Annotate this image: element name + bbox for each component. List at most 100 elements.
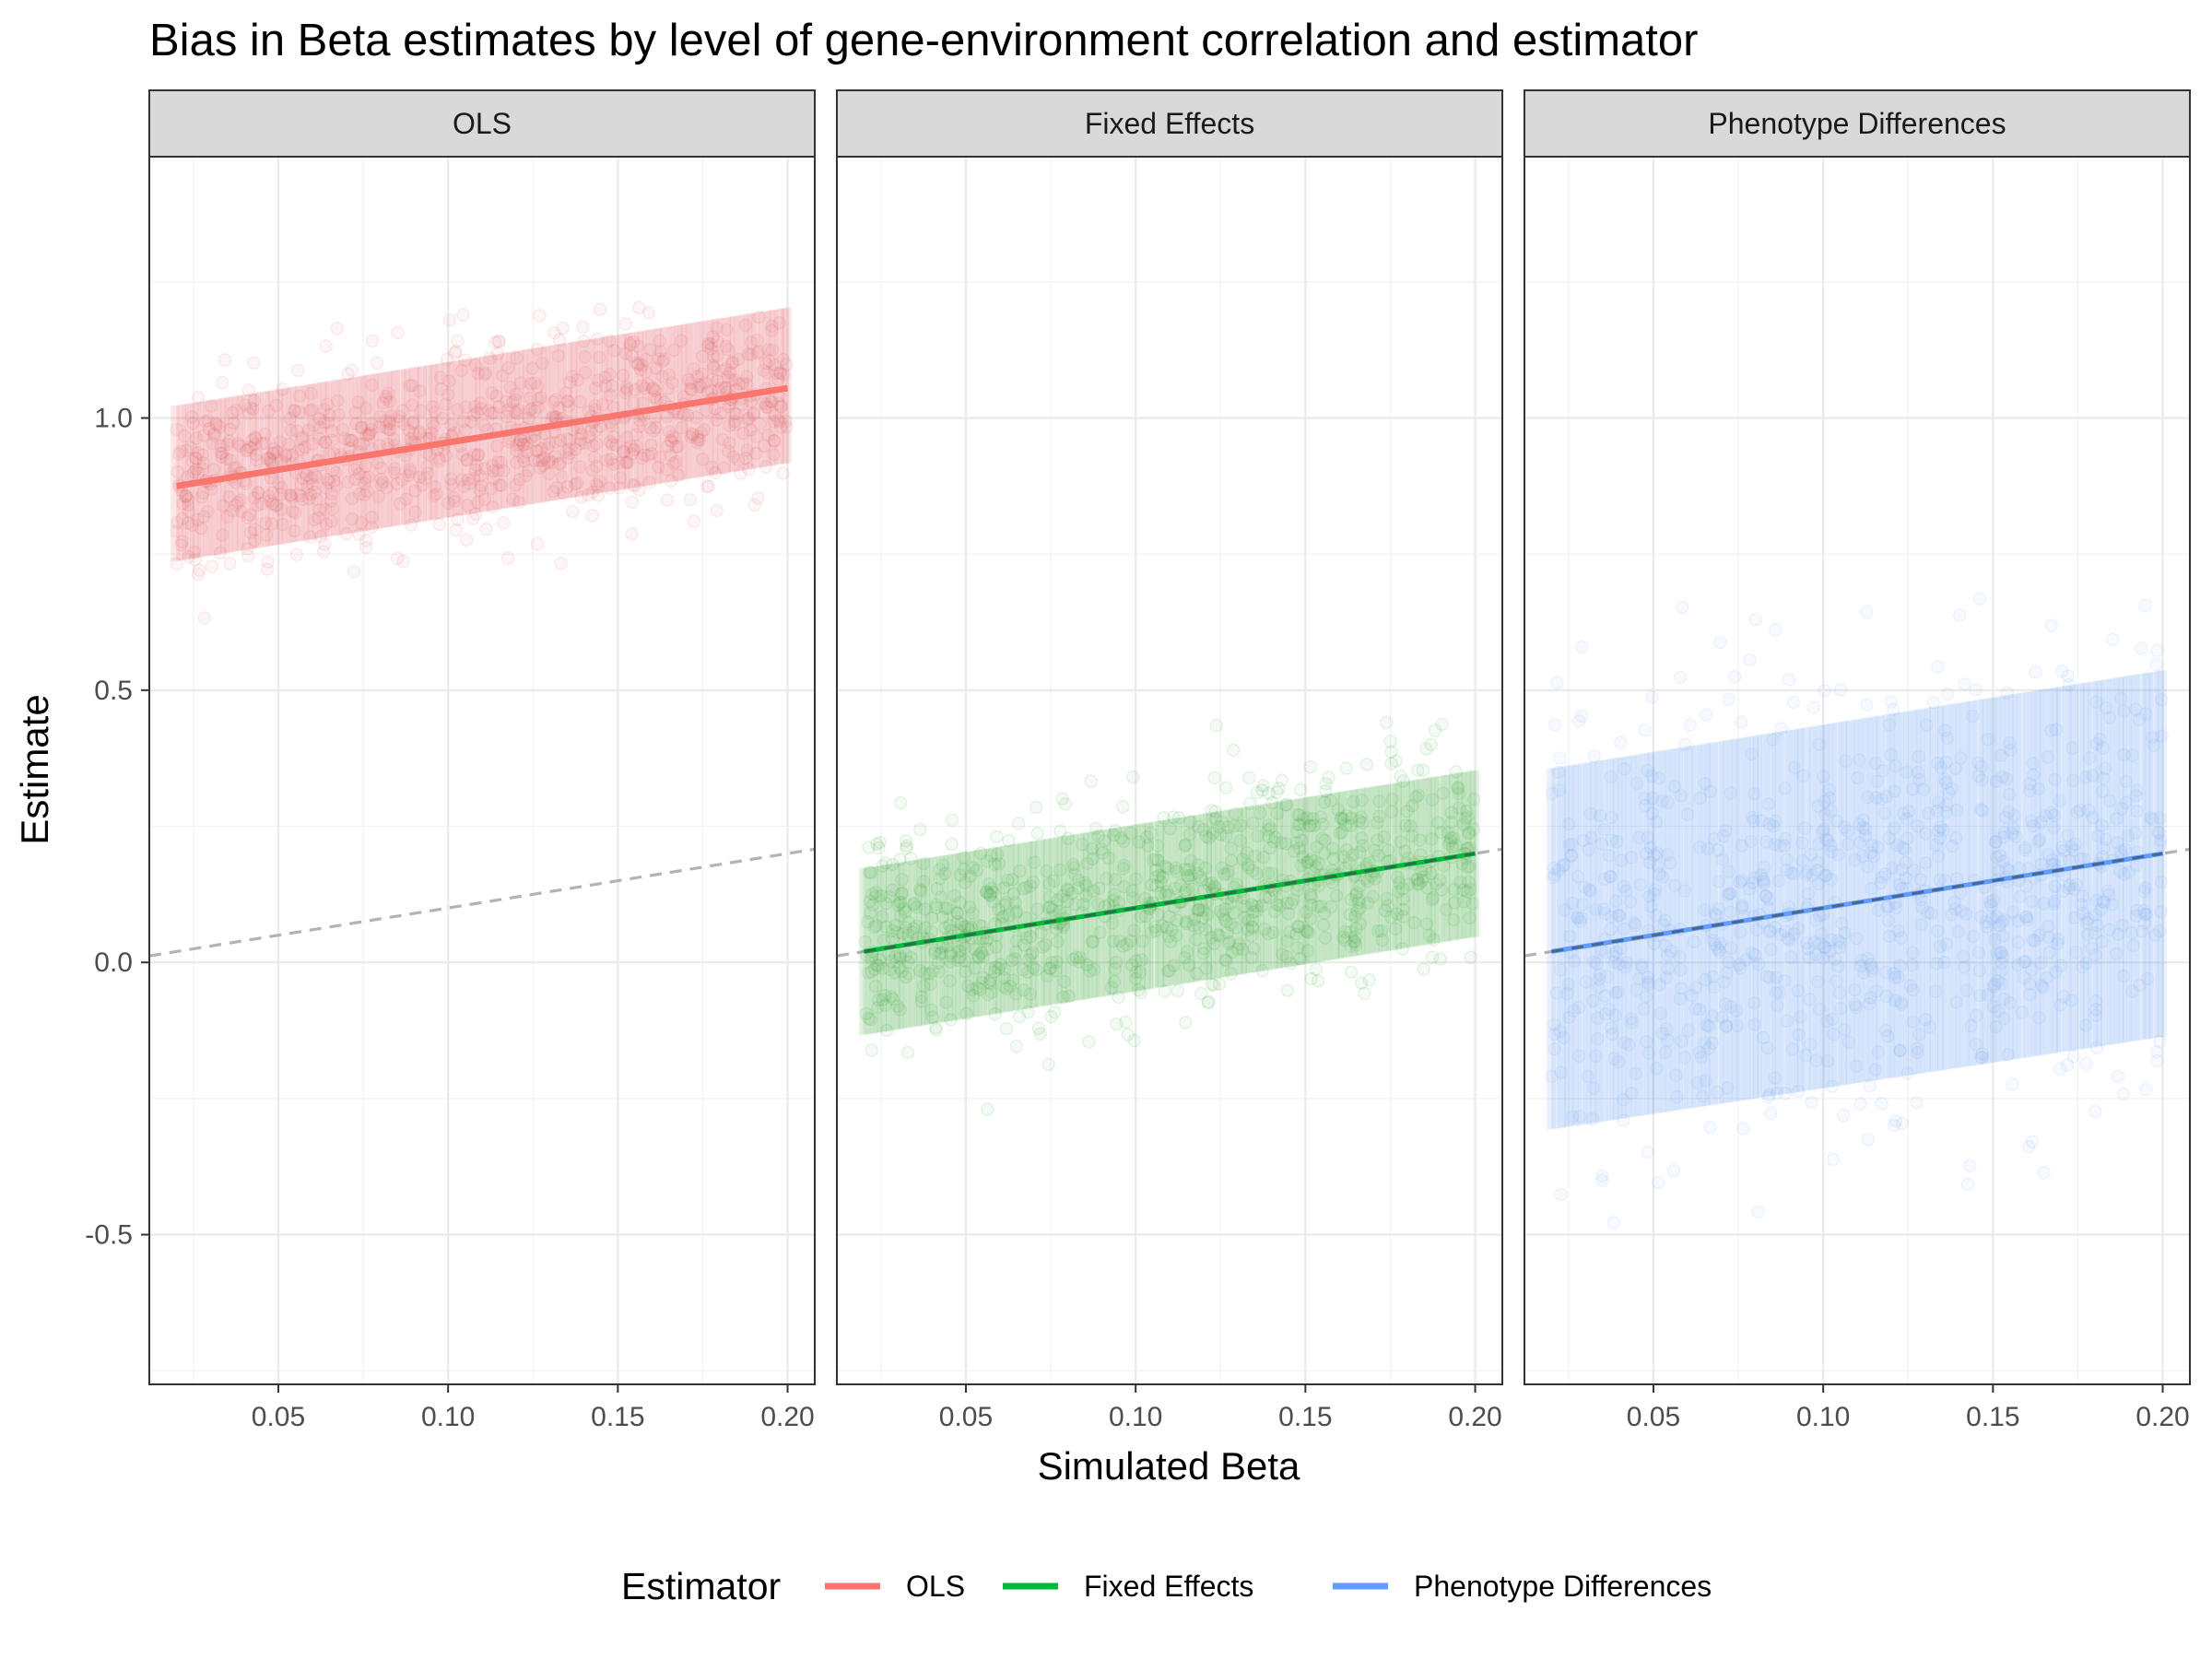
scatter-point <box>1151 853 1165 867</box>
facet-label: Fixed Effects <box>1085 107 1254 140</box>
scatter-point <box>1660 948 1675 962</box>
scatter-point <box>458 353 472 367</box>
scatter-point <box>986 895 1000 909</box>
scatter-point <box>324 487 339 501</box>
scatter-point <box>547 409 560 423</box>
scatter-point <box>1582 842 1595 856</box>
scatter-point <box>2011 935 2025 949</box>
scatter-point <box>1091 829 1106 843</box>
scatter-point <box>1713 635 1727 650</box>
scatter-point <box>662 425 677 439</box>
scatter-point <box>465 415 478 429</box>
scatter-point <box>1674 789 1688 803</box>
scatter-point <box>625 348 640 363</box>
scatter-point <box>1417 870 1430 884</box>
scatter-point <box>1914 917 1929 932</box>
scatter-point <box>1826 1152 1841 1167</box>
scatter-point <box>592 350 606 364</box>
scatter-point <box>2080 928 2095 942</box>
scatter-point <box>2154 905 2168 919</box>
scatter-point <box>201 504 215 519</box>
scatter-point <box>1701 1019 1716 1033</box>
scatter-point <box>196 456 211 470</box>
scatter-point <box>1584 830 1599 845</box>
scatter-point <box>988 1006 1003 1021</box>
scatter-point <box>1732 958 1747 971</box>
scatter-point <box>1932 795 1946 809</box>
scatter-point <box>1743 653 1757 667</box>
scatter-point <box>2138 707 2153 721</box>
scatter-point <box>720 323 734 336</box>
scatter-point <box>1553 1024 1568 1039</box>
scatter-point <box>219 452 233 466</box>
scatter-point <box>865 898 880 912</box>
scatter-point <box>425 416 440 430</box>
scatter-point <box>901 967 916 981</box>
scatter-point <box>2031 834 2045 849</box>
scatter-point <box>562 433 577 447</box>
scatter-point <box>1162 888 1176 902</box>
scatter-point <box>1894 997 1909 1012</box>
scatter-point <box>706 360 721 375</box>
scatter-point <box>1383 910 1398 924</box>
scatter-point <box>1960 1177 1975 1192</box>
scatter-point <box>1811 799 1826 813</box>
scatter-point <box>1441 826 1455 840</box>
scatter-point <box>382 417 396 430</box>
scatter-point <box>308 468 322 483</box>
scatter-point <box>1237 890 1251 905</box>
scatter-point <box>459 400 473 414</box>
scatter-point <box>641 449 655 463</box>
scatter-point <box>1110 1017 1124 1031</box>
scatter-point <box>1216 908 1230 922</box>
scatter-point <box>1051 893 1065 907</box>
legend: Estimator OLS Fixed Effects Phenotype Diff… <box>621 1565 1712 1607</box>
scatter-point <box>170 557 184 571</box>
scatter-point <box>1451 781 1465 794</box>
scatter-point <box>1769 622 1783 637</box>
scatter-point <box>1394 835 1408 849</box>
scatter-point <box>456 479 471 494</box>
scatter-point <box>741 411 756 425</box>
scatter-point <box>1545 786 1559 801</box>
scatter-point <box>2139 908 2153 922</box>
scatter-point <box>1091 897 1105 912</box>
scatter-point <box>1290 883 1304 898</box>
scatter-point <box>735 426 750 441</box>
scatter-point <box>1348 930 1362 944</box>
scatter-point <box>1841 837 1855 852</box>
scatter-point <box>1974 803 1988 817</box>
scatter-point <box>759 357 773 371</box>
scatter-point <box>1551 767 1561 1129</box>
scatter-point <box>707 349 721 364</box>
scatter-point <box>1644 900 1658 913</box>
scatter-point <box>1036 940 1050 954</box>
scatter-point <box>1416 763 1430 777</box>
scatter-point <box>191 567 206 582</box>
scatter-point <box>1318 931 1333 945</box>
scatter-point <box>1774 722 1789 735</box>
scatter-point <box>1124 958 1139 972</box>
scatter-point <box>1874 876 1888 890</box>
scatter-point <box>1661 1033 1675 1048</box>
scatter-point <box>194 490 209 504</box>
x-tick-label: 0.10 <box>421 1402 475 1432</box>
scatter-point <box>473 469 488 483</box>
scatter-point <box>509 478 523 492</box>
scatter-point <box>1465 897 1479 911</box>
scatter-point <box>1291 920 1306 934</box>
scatter-point <box>899 921 913 935</box>
scatter-point <box>1026 875 1041 889</box>
scatter-point <box>247 491 262 505</box>
scatter-point <box>565 370 580 383</box>
scatter-point <box>2137 907 2152 921</box>
scatter-point <box>295 443 309 457</box>
scatter-point <box>1673 949 1687 964</box>
scatter-point <box>348 406 363 419</box>
scatter-point <box>1316 918 1331 932</box>
scatter-point <box>1795 853 1809 868</box>
scatter-point <box>912 963 927 978</box>
scatter-point <box>1735 1122 1750 1135</box>
scatter-point <box>644 438 658 453</box>
scatter-point <box>1319 777 1334 791</box>
